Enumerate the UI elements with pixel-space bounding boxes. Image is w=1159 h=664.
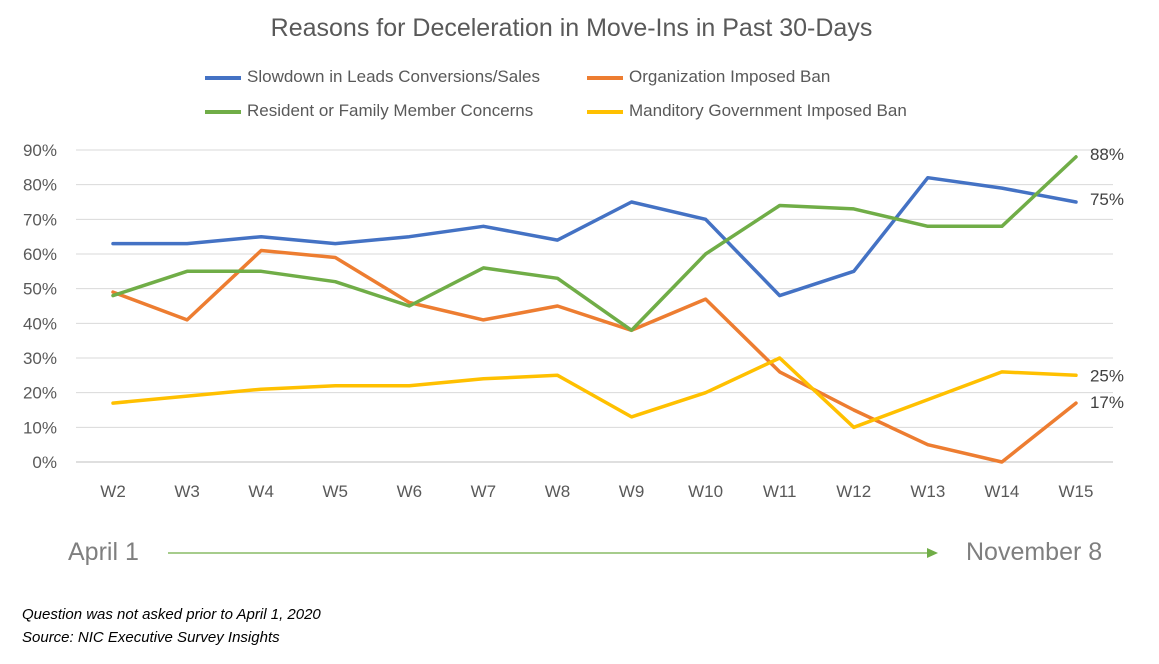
x-tick-label: W3 (174, 482, 200, 501)
legend-item-organization-ban: Organization Imposed Ban (587, 67, 830, 87)
y-tick-label: 70% (23, 210, 57, 229)
range-start-label: April 1 (68, 538, 139, 566)
x-tick-label: W15 (1058, 482, 1093, 501)
legend-label-government-ban: Manditory Government Imposed Ban (629, 101, 907, 120)
series-line-1 (111, 175, 1078, 298)
legend-label-resident-concerns: Resident or Family Member Concerns (247, 101, 534, 120)
x-tick-label: W12 (836, 482, 871, 501)
y-tick-label: 40% (23, 314, 57, 333)
legend-label-organization-ban: Organization Imposed Ban (629, 67, 831, 86)
x-tick-label: W2 (100, 482, 126, 501)
end-data-label: 25% (1090, 366, 1124, 385)
series-line-3 (111, 155, 1078, 333)
x-tick-label: W7 (471, 482, 497, 501)
x-tick-label: W10 (688, 482, 723, 501)
x-tick-label: W8 (545, 482, 571, 501)
footnote-question: Question was not asked prior to April 1,… (22, 606, 321, 623)
series-line-4 (111, 356, 1078, 430)
y-tick-label: 50% (23, 280, 57, 299)
x-tick-label: W13 (910, 482, 945, 501)
y-tick-label: 60% (23, 245, 57, 264)
x-tick-label: W14 (984, 482, 1019, 501)
end-data-label: 88% (1090, 145, 1124, 164)
timeline-arrow-head (927, 548, 938, 558)
x-tick-label: W6 (397, 482, 423, 501)
y-tick-label: 90% (23, 141, 57, 160)
legend-swatch-slowdown (205, 75, 241, 80)
chart-title: Reasons for Deceleration in Move-Ins in … (270, 14, 873, 42)
legend-item-government-ban: Manditory Government Imposed Ban (587, 101, 907, 121)
y-tick-label: 80% (23, 176, 57, 195)
y-tick-label: 10% (23, 418, 57, 437)
x-tick-label: W11 (763, 482, 797, 501)
legend-item-slowdown: Slowdown in Leads Conversions/Sales (205, 67, 540, 87)
series-line-2 (111, 248, 1078, 464)
y-tick-label: 30% (23, 349, 57, 368)
end-data-label: 17% (1090, 393, 1124, 412)
y-tick-label: 20% (23, 384, 57, 403)
x-tick-label: W4 (248, 482, 274, 501)
legend-item-resident-concerns: Resident or Family Member Concerns (205, 101, 533, 121)
y-tick-label: 0% (32, 453, 57, 472)
x-tick-label: W5 (323, 482, 349, 501)
legend-swatch-government-ban (587, 109, 623, 114)
legend-label-slowdown: Slowdown in Leads Conversions/Sales (247, 67, 540, 86)
footnote-source: Source: NIC Executive Survey Insights (22, 629, 280, 646)
x-tick-label: W9 (619, 482, 645, 501)
legend-swatch-organization-ban (587, 75, 623, 80)
legend-swatch-resident-concerns (205, 109, 241, 114)
end-data-label: 75% (1090, 190, 1124, 209)
range-end-label: November 8 (966, 538, 1103, 566)
